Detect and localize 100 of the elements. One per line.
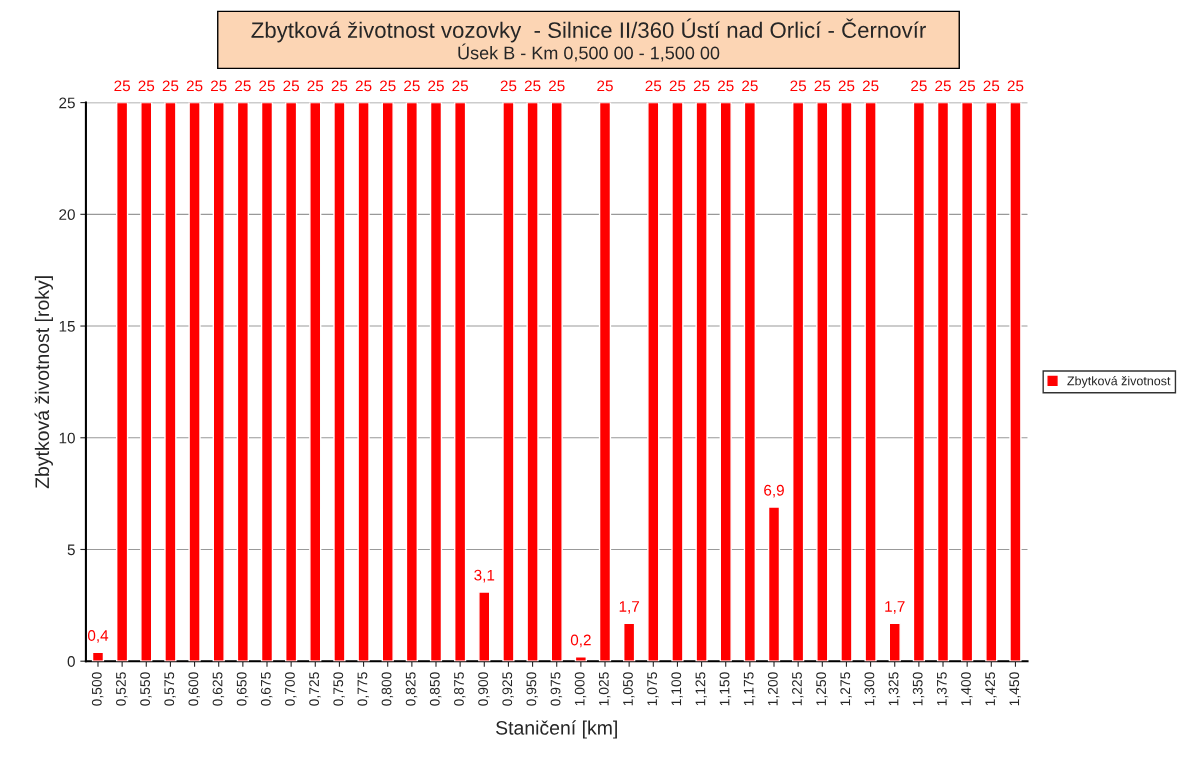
data-label: 25 xyxy=(693,80,710,92)
data-label: 25 xyxy=(283,80,299,92)
y-tick-label: 25 xyxy=(59,97,75,109)
x-tick-label: 0,900 xyxy=(478,672,490,706)
y-tick-label: 15 xyxy=(59,321,75,332)
x-tick-label: 0,575 xyxy=(164,672,176,706)
bar xyxy=(309,102,322,662)
data-label: 25 xyxy=(718,80,734,92)
data-label: 25 xyxy=(114,80,130,92)
x-tick-label: 0,525 xyxy=(116,672,128,706)
x-tick-label: 1,100 xyxy=(671,672,683,706)
y-tick-label: 20 xyxy=(59,209,75,221)
bar xyxy=(598,102,612,662)
bar xyxy=(864,102,877,662)
y-tick-label: 0 xyxy=(67,656,75,667)
x-tick-label: 0,750 xyxy=(333,672,345,706)
data-label: 25 xyxy=(862,80,879,92)
data-label: 25 xyxy=(355,80,372,92)
bar xyxy=(647,102,660,662)
bar xyxy=(961,102,974,662)
data-label: 25 xyxy=(814,80,831,92)
x-tick-label: 1,425 xyxy=(985,672,997,706)
bar xyxy=(140,102,153,662)
data-label: 25 xyxy=(404,80,420,92)
chart-subtitle: Úsek B - Km 0,500 00 - 1,500 00 xyxy=(458,43,720,62)
bar xyxy=(333,102,346,662)
bar xyxy=(478,591,491,662)
bar xyxy=(285,102,298,662)
data-label: 25 xyxy=(162,80,179,92)
data-label: 3,1 xyxy=(474,569,495,583)
bar xyxy=(164,102,177,662)
x-tick-label: 0,700 xyxy=(285,672,297,706)
bar xyxy=(116,102,129,662)
x-tick-label: 0,775 xyxy=(357,672,369,706)
data-label: 25 xyxy=(548,80,565,92)
x-tick-label: 1,025 xyxy=(598,672,611,706)
bar xyxy=(816,102,829,662)
bar xyxy=(526,102,539,662)
bar xyxy=(454,102,467,662)
x-tick-label: 1,000 xyxy=(574,672,587,706)
x-tick-label: 0,875 xyxy=(454,672,466,706)
bar xyxy=(236,102,249,662)
legend-label: Zbytková životnost xyxy=(1067,376,1171,388)
bar xyxy=(912,102,926,662)
x-tick-label: 0,600 xyxy=(188,672,200,706)
bar xyxy=(671,102,684,662)
x-tick-label: 0,550 xyxy=(140,672,152,706)
x-tick-label: 1,400 xyxy=(961,672,973,706)
bar xyxy=(260,102,274,662)
bar xyxy=(212,102,225,662)
x-tick-label: 1,325 xyxy=(888,672,901,706)
x-tick-label: 0,800 xyxy=(381,672,394,706)
x-tick-label: 1,250 xyxy=(816,672,828,706)
bar xyxy=(381,102,394,662)
data-label: 25 xyxy=(307,80,324,92)
bar xyxy=(985,102,998,662)
data-label: 25 xyxy=(235,80,251,92)
data-label: 25 xyxy=(524,80,541,92)
bar xyxy=(767,506,781,662)
bar xyxy=(91,651,105,662)
x-tick-label: 0,825 xyxy=(405,672,418,706)
bar xyxy=(936,102,950,662)
bar xyxy=(695,102,708,662)
chart-title: Zbytková životnost vozovky - Silnice II/360 Ústí nad Orlicí - Černovír xyxy=(251,18,926,43)
data-label: 25 xyxy=(935,80,951,92)
bar xyxy=(429,102,443,662)
x-tick-label: 0,925 xyxy=(502,672,514,706)
data-label: 25 xyxy=(259,80,275,92)
data-label: 25 xyxy=(790,80,807,92)
x-tick-label: 1,275 xyxy=(840,672,852,706)
x-axis-title: Staničení [km] xyxy=(496,720,617,739)
data-label: 6,9 xyxy=(764,484,784,498)
bar xyxy=(550,102,563,662)
data-label: 25 xyxy=(645,80,662,92)
data-label: 25 xyxy=(186,80,203,92)
bar xyxy=(840,102,853,662)
bar xyxy=(888,622,901,662)
data-label: 25 xyxy=(210,80,227,92)
x-tick-label: 1,450 xyxy=(1009,672,1021,706)
x-tick-label: 1,375 xyxy=(936,672,949,706)
data-label: 25 xyxy=(838,80,855,92)
data-label: 25 xyxy=(742,80,758,92)
data-label: 25 xyxy=(138,80,155,92)
x-tick-label: 0,650 xyxy=(236,672,249,706)
bar xyxy=(188,102,201,662)
data-label: 1,7 xyxy=(885,601,905,614)
x-tick-label: 0,500 xyxy=(91,672,104,706)
bar xyxy=(502,102,515,662)
x-tick-label: 1,225 xyxy=(792,672,804,706)
y-axis-title: Zbytková životnost [roky] xyxy=(34,276,53,489)
data-label: 25 xyxy=(1007,80,1024,92)
x-tick-label: 0,850 xyxy=(429,672,442,706)
data-label: 25 xyxy=(452,80,468,92)
data-label: 25 xyxy=(428,80,444,92)
bar xyxy=(623,622,636,662)
x-tick-label: 0,625 xyxy=(212,672,225,706)
bar xyxy=(357,102,370,662)
data-label: 25 xyxy=(983,80,1000,92)
bar xyxy=(405,102,418,662)
data-label: 25 xyxy=(379,80,396,92)
